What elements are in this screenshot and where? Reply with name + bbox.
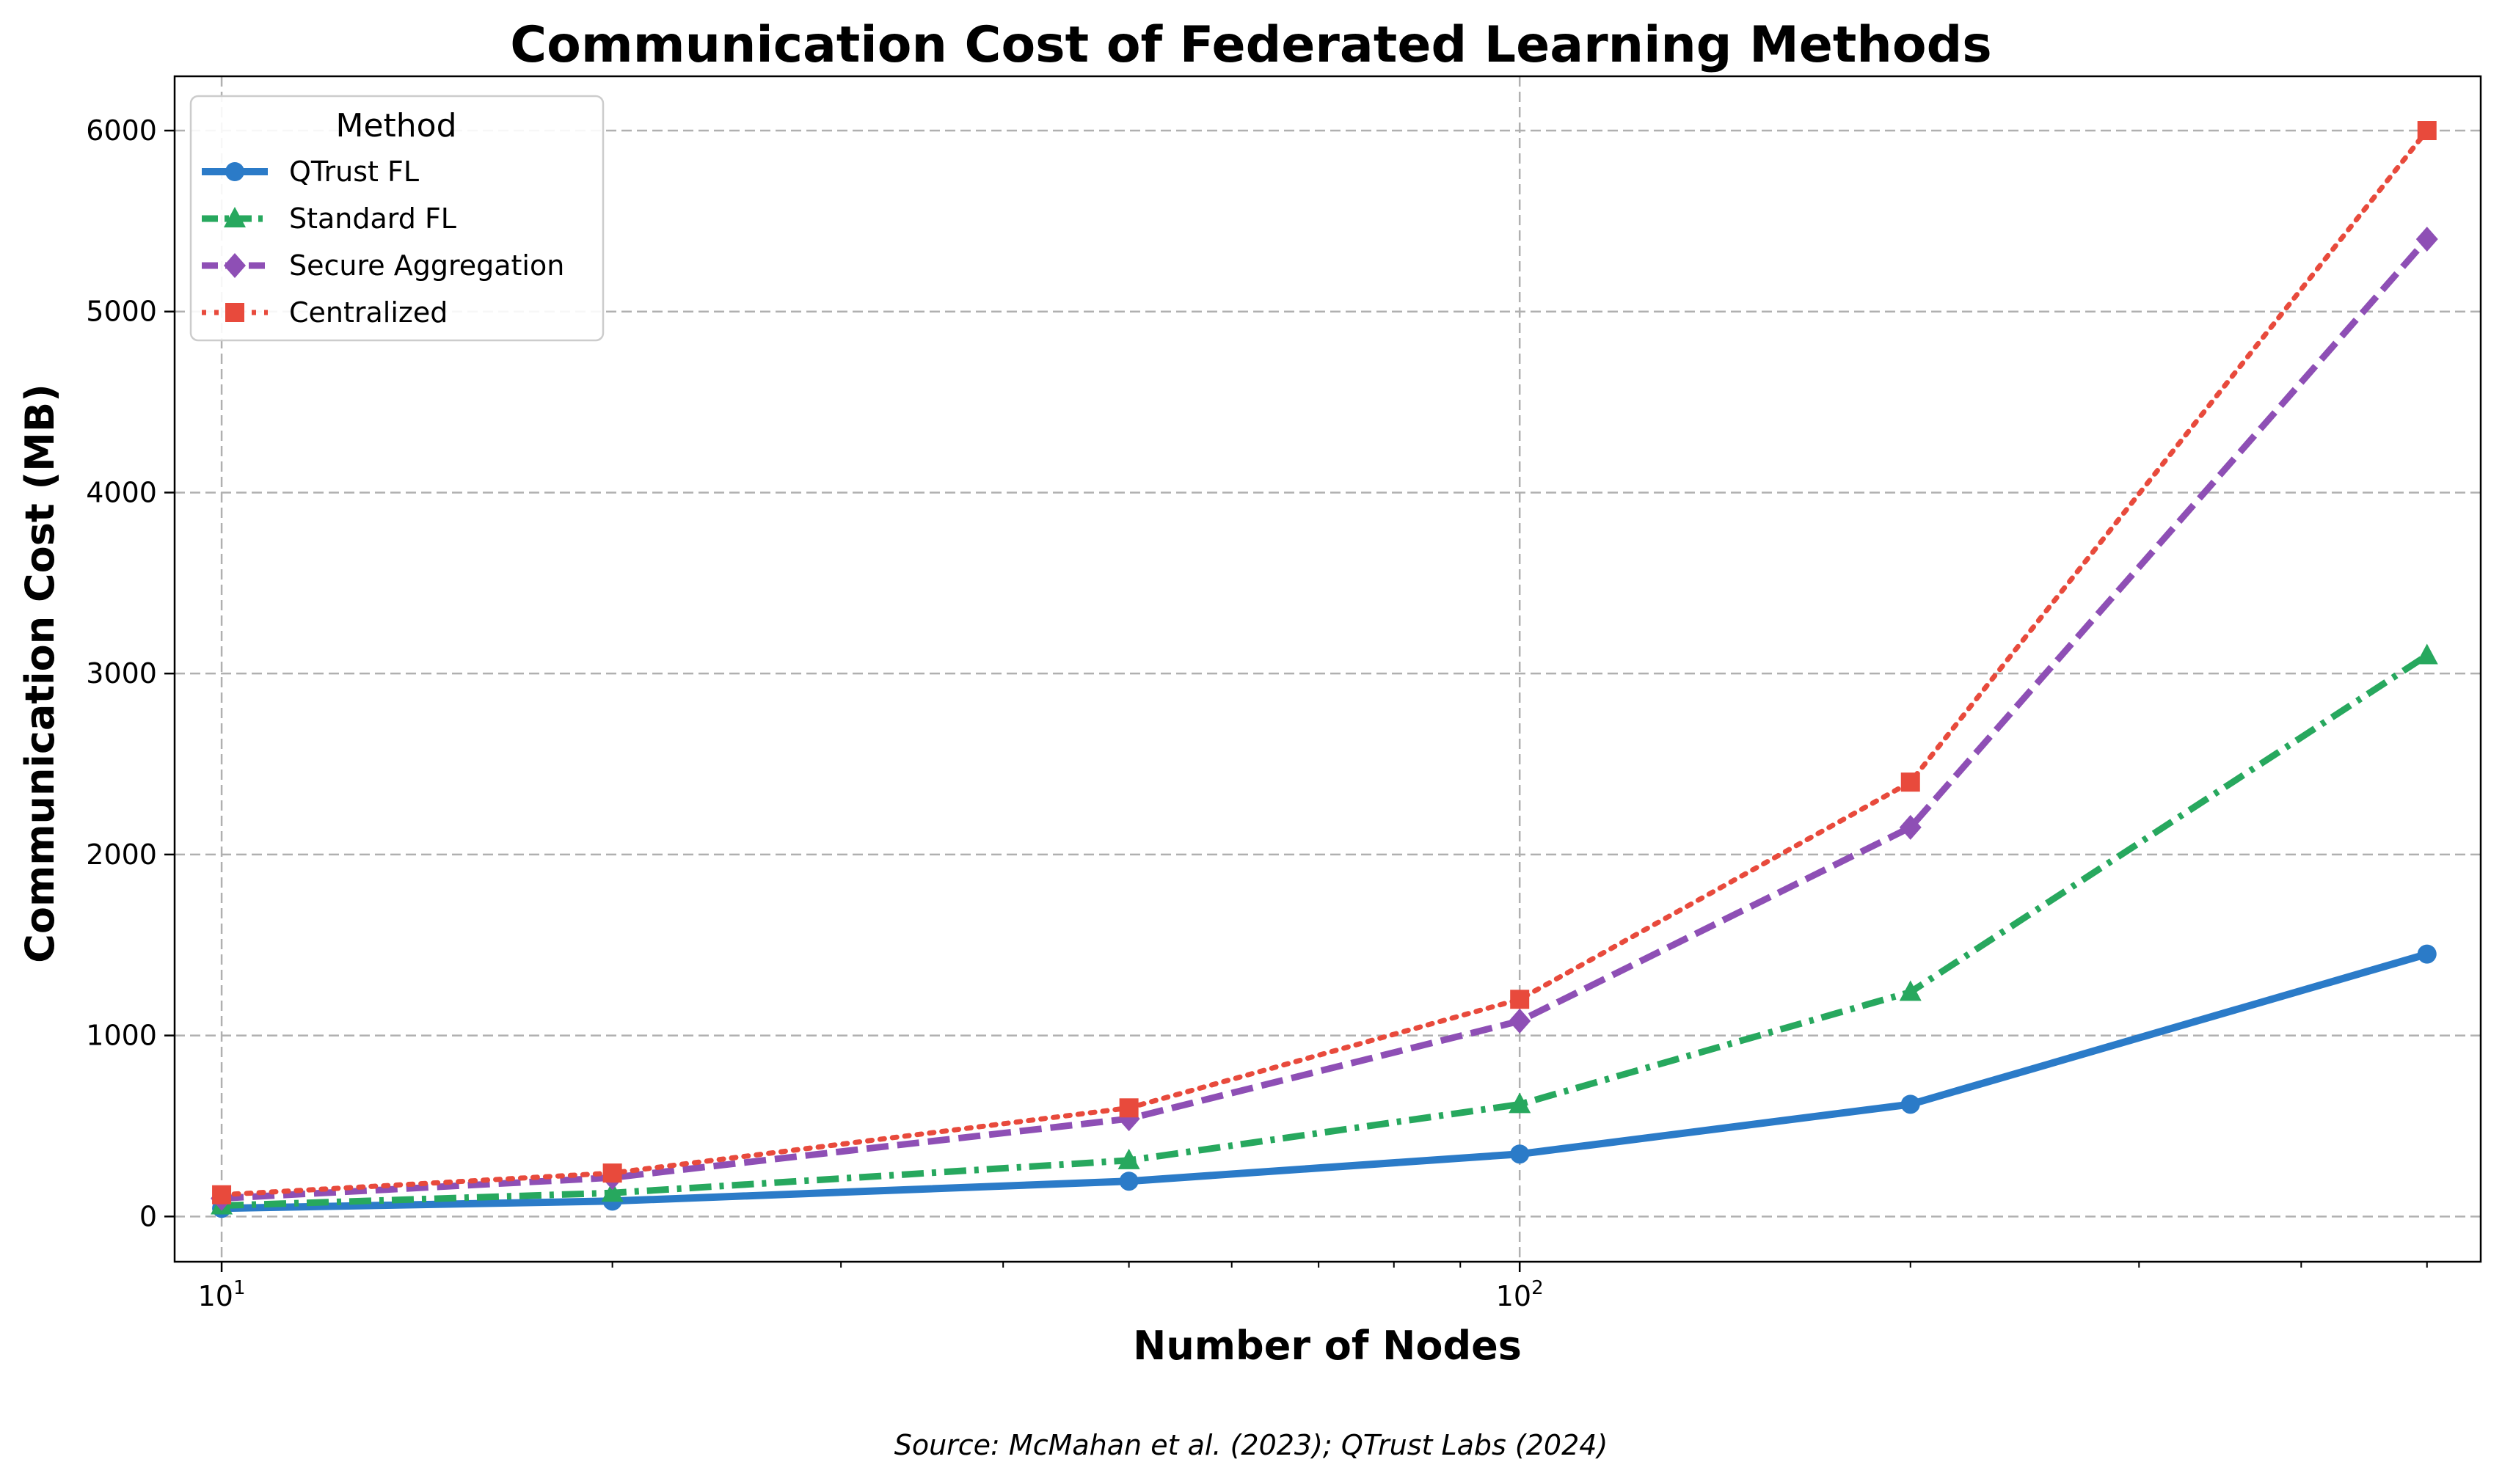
data-point <box>1509 1008 1531 1034</box>
legend-item: QTrust FL <box>202 156 419 188</box>
x-tick-exponent: 2 <box>1531 1277 1544 1299</box>
legend-label: Centralized <box>289 296 448 329</box>
series-secure-aggregation <box>211 227 2438 1211</box>
data-point <box>602 1163 622 1183</box>
data-point <box>1119 1098 1139 1118</box>
series-centralized <box>212 121 2437 1205</box>
source-annotation: Source: McMahan et al. (2023); QTrust La… <box>894 1429 1608 1461</box>
data-point <box>1509 1092 1531 1114</box>
x-tick-label: 101 <box>198 1277 246 1312</box>
legend-label: QTrust FL <box>289 156 419 188</box>
data-point <box>1117 1148 1140 1169</box>
data-point <box>2417 121 2437 141</box>
legend-item: Centralized <box>202 296 448 329</box>
data-point <box>1510 1144 1530 1164</box>
data-point <box>2417 944 2437 964</box>
legend-item: Standard FL <box>202 202 456 235</box>
chart-title: Communication Cost of Federated Learning… <box>510 16 1991 74</box>
series-standard-fl <box>211 643 2438 1215</box>
x-tick-label: 102 <box>1496 1277 1544 1312</box>
series-line <box>221 237 2430 1202</box>
data-point <box>2415 227 2438 252</box>
y-tick-label: 6000 <box>86 114 157 147</box>
series-line <box>221 652 2429 1209</box>
series-line <box>219 128 2430 1198</box>
data-point <box>1899 814 1922 840</box>
series-line <box>222 950 2429 1213</box>
data-point <box>1510 990 1530 1009</box>
y-axis-label: Communication Cost (MB) <box>17 384 63 963</box>
x-tick-base: 10 <box>198 1280 233 1312</box>
data-point <box>1900 1094 1920 1114</box>
legend-marker <box>225 162 244 181</box>
y-tick-label: 0 <box>139 1200 157 1232</box>
legend-label: Standard FL <box>289 202 456 235</box>
x-tick-base: 10 <box>1496 1280 1531 1312</box>
x-tick-exponent: 1 <box>233 1277 246 1299</box>
legend-item: Secure Aggregation <box>202 249 564 282</box>
data-point <box>1900 772 1920 792</box>
y-tick-label: 3000 <box>86 657 157 690</box>
x-axis: 101 102 <box>198 1262 2428 1312</box>
legend: Method QTrust FL Standard FL Secure Aggreg… <box>189 95 605 342</box>
y-tick-label: 5000 <box>86 296 157 328</box>
legend-marker <box>224 253 246 278</box>
series-layer <box>211 121 2438 1218</box>
data-point <box>601 1181 624 1202</box>
legend-marker <box>224 207 246 227</box>
x-axis-label: Number of Nodes <box>1133 1323 1522 1369</box>
legend-marker <box>225 303 244 322</box>
legend-label: Secure Aggregation <box>289 249 564 282</box>
legend-box <box>189 95 605 342</box>
plot-area <box>173 75 2482 1263</box>
y-tick-label: 2000 <box>86 838 157 871</box>
data-point <box>1899 980 1922 1001</box>
data-point <box>1119 1172 1139 1191</box>
data-point <box>2415 643 2438 665</box>
grid-lines <box>175 76 2481 1262</box>
legend-title: Method <box>335 107 456 145</box>
data-point <box>212 1185 232 1205</box>
y-axis: 0 1000 2000 3000 4000 5000 6000 <box>86 114 175 1232</box>
y-tick-label: 1000 <box>86 1020 157 1052</box>
y-tick-label: 4000 <box>86 476 157 508</box>
